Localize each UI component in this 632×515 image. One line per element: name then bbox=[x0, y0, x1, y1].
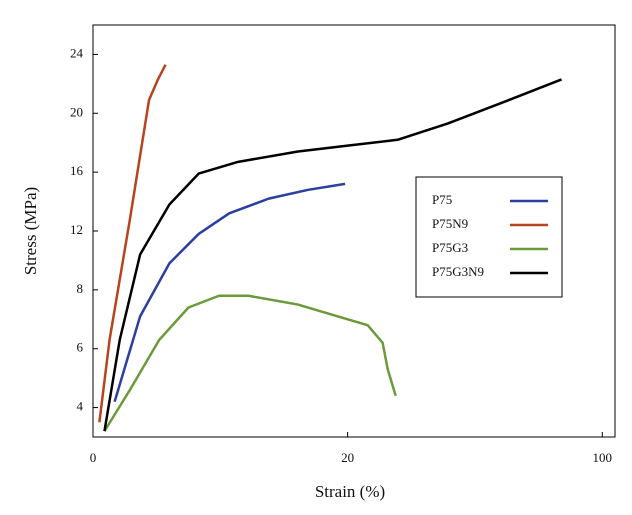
x-tick-label: 20 bbox=[341, 450, 354, 465]
y-axis-title: Stress (MPa) bbox=[21, 187, 40, 275]
y-tick-label: 8 bbox=[77, 281, 84, 296]
series-line bbox=[113, 182, 346, 403]
series-line bbox=[103, 78, 562, 432]
series-line bbox=[103, 294, 397, 432]
legend-label: P75 bbox=[432, 192, 452, 207]
x-tick-label: 100 bbox=[593, 450, 613, 465]
legend-box bbox=[415, 176, 563, 298]
y-tick-label: 20 bbox=[70, 104, 83, 119]
series-line bbox=[98, 64, 167, 423]
legend-label: P75G3 bbox=[432, 240, 468, 255]
y-tick-label: 6 bbox=[77, 340, 84, 355]
y-tick-label: 24 bbox=[70, 45, 84, 60]
y-tick-label: 12 bbox=[70, 222, 83, 237]
y-tick-label: 16 bbox=[70, 163, 84, 178]
x-tick-label: 0 bbox=[90, 450, 97, 465]
legend-label: P75G3N9 bbox=[432, 264, 484, 279]
x-axis-title: Strain (%) bbox=[315, 482, 385, 501]
y-tick-label: 4 bbox=[77, 399, 84, 414]
legend-label: P75N9 bbox=[432, 216, 468, 231]
